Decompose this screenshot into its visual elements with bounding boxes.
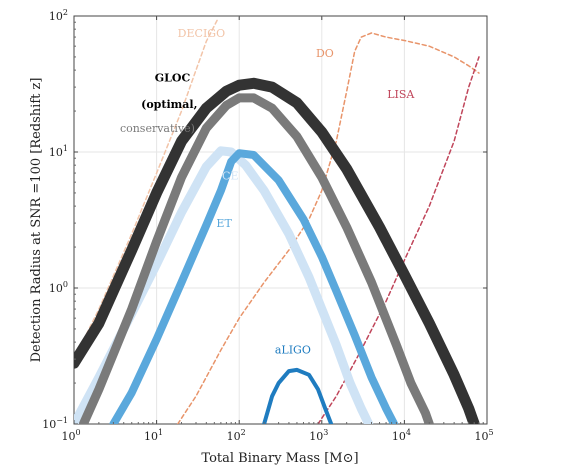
series-label: ET bbox=[216, 217, 232, 230]
series-label: conservative) bbox=[120, 122, 195, 135]
series-label: (optimal, bbox=[141, 98, 197, 111]
series-line bbox=[74, 77, 480, 424]
series-layer bbox=[74, 18, 480, 424]
series-line bbox=[176, 32, 480, 424]
x-tick-label: 104 bbox=[392, 428, 411, 443]
y-axis-label: Detection Radius at SNR =100 [Redshift z… bbox=[29, 78, 44, 363]
x-tick-label: 102 bbox=[227, 428, 246, 443]
y-tick-label: 10−1 bbox=[42, 416, 68, 431]
x-axis-unit: [M⊙] bbox=[324, 451, 358, 466]
x-axis-label: Total Binary Mass [M⊙] bbox=[201, 451, 358, 466]
series-line bbox=[74, 18, 219, 360]
x-tick-label: 105 bbox=[474, 428, 493, 443]
series-line bbox=[262, 367, 334, 424]
series-line bbox=[78, 93, 434, 424]
x-axis-label-text: Total Binary Mass bbox=[201, 451, 320, 466]
series-label: DECIGO bbox=[178, 27, 225, 40]
series-line bbox=[74, 146, 374, 424]
x-tick-label: 100 bbox=[61, 428, 80, 443]
x-tick-label: 103 bbox=[309, 428, 328, 443]
series-line bbox=[109, 149, 399, 424]
y-tick-label: 100 bbox=[49, 280, 68, 295]
series-label: aLIGO bbox=[275, 343, 311, 356]
series-label: CE bbox=[222, 169, 238, 182]
series-label: LISA bbox=[387, 88, 415, 101]
annotations: DECIGO DO LISA GLOC (optimal, conservative) CE… bbox=[120, 27, 415, 356]
series-label: GLOC bbox=[155, 71, 191, 84]
series-label: DO bbox=[316, 47, 334, 60]
y-tick-label: 101 bbox=[49, 144, 68, 159]
y-tick-label: 102 bbox=[49, 8, 68, 23]
x-tick-label: 101 bbox=[144, 428, 163, 443]
